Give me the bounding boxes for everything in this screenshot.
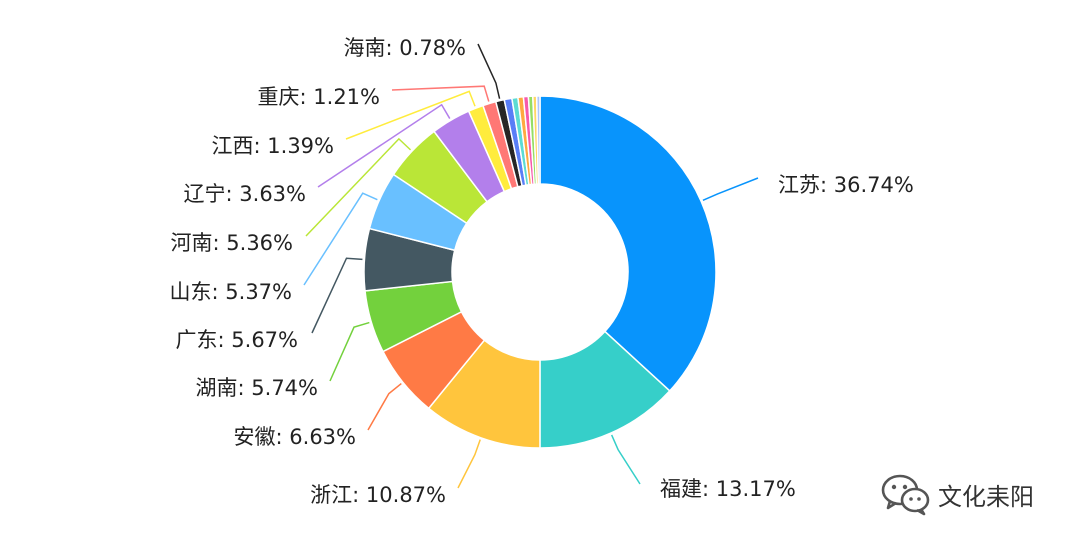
slice-label-3: 安徽: 6.63% bbox=[234, 425, 356, 449]
slice-label-1: 福建: 13.17% bbox=[660, 477, 796, 501]
leader-line-2 bbox=[457, 439, 481, 489]
chart-slices bbox=[363, 95, 717, 449]
slice-0 bbox=[539, 95, 717, 393]
slice-label-8: 辽宁: 3.63% bbox=[184, 182, 306, 206]
leader-line-6 bbox=[303, 192, 378, 286]
leader-line-1 bbox=[610, 434, 641, 485]
slice-label-5: 广东: 5.67% bbox=[176, 328, 298, 352]
leader-line-4 bbox=[329, 321, 370, 382]
slice-label-6: 山东: 5.37% bbox=[170, 280, 292, 304]
leader-line-3 bbox=[367, 382, 402, 431]
wechat-icon bbox=[881, 474, 930, 516]
leader-line-8 bbox=[317, 103, 451, 188]
slice-label-10: 重庆: 1.21% bbox=[258, 85, 380, 109]
chart-leader-lines bbox=[303, 43, 759, 489]
slice-label-11: 海南: 0.78% bbox=[344, 36, 466, 60]
leader-line-11 bbox=[477, 43, 501, 99]
watermark: 文化耒阳 bbox=[880, 472, 1034, 516]
leader-line-5 bbox=[311, 257, 363, 334]
slice-label-7: 河南: 5.36% bbox=[171, 231, 293, 255]
leader-line-7 bbox=[305, 137, 412, 237]
leader-line-0 bbox=[702, 177, 759, 202]
watermark-text: 文化耒阳 bbox=[938, 482, 1034, 511]
leader-line-9 bbox=[345, 90, 476, 140]
slice-label-9: 江西: 1.39% bbox=[212, 134, 334, 158]
slice-label-2: 浙江: 10.87% bbox=[310, 483, 446, 507]
chart-labels: 江苏: 36.74% 福建: 13.17% 浙江: 10.87% 安徽: 6.63% 湖… bbox=[170, 36, 914, 507]
slice-label-4: 湖南: 5.74% bbox=[196, 376, 318, 400]
leader-line-10 bbox=[391, 85, 490, 102]
slice-label-0: 江苏: 36.74% bbox=[778, 173, 914, 197]
slice-18 bbox=[535, 95, 541, 185]
